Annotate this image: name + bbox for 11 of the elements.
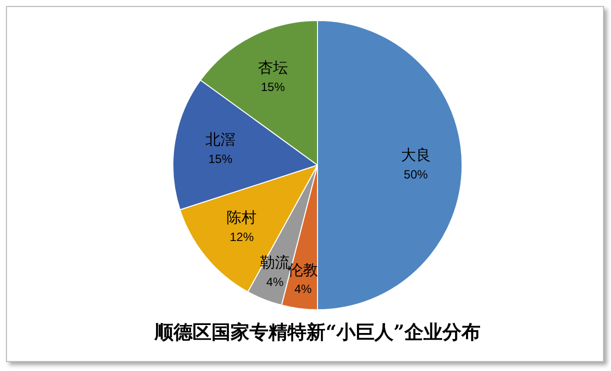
slice-label: 陈村 bbox=[226, 208, 257, 227]
data-label: 4% bbox=[266, 274, 284, 289]
data-label: 4% bbox=[294, 282, 312, 296]
slice-label: 北滘 bbox=[205, 130, 236, 149]
data-label: 12% bbox=[230, 230, 254, 244]
slice-label: 大良 bbox=[400, 146, 431, 164]
text: 顺德区国家专精特新“小巨人”企业分布 bbox=[154, 322, 480, 344]
data-label: 50% bbox=[404, 167, 428, 182]
slice-label: 杏坛 bbox=[258, 58, 288, 76]
data-label: 15% bbox=[208, 152, 233, 166]
data-label: 15% bbox=[260, 80, 286, 94]
